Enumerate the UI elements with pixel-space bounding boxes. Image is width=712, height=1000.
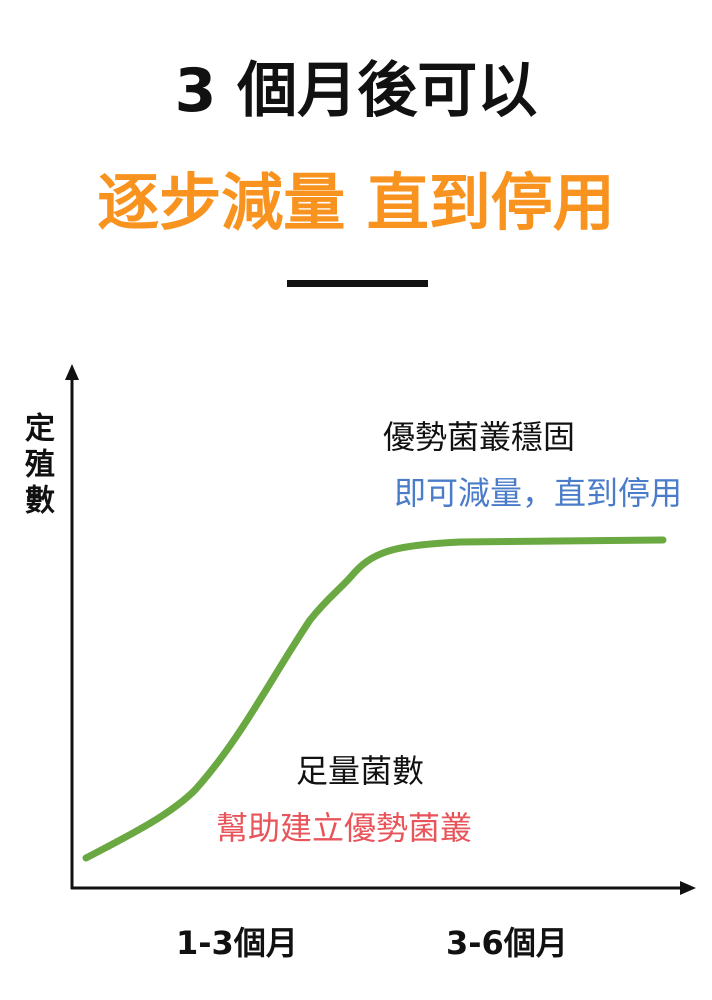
growth-curve [82,536,667,862]
y-axis-label: 定殖數 [19,412,54,520]
title: 3 個月後可以 [174,56,538,126]
annotation-title: 優勢菌叢穩固 [383,418,576,456]
y-arrow [65,364,79,380]
divider [287,280,428,287]
annotation-title: 足量菌數 [296,752,425,790]
x-label: 3-6個月 [446,924,568,962]
subtitle: 逐步減量 直到停用 [97,166,615,239]
x-label: 1-3個月 [176,924,298,962]
x-arrow [680,881,696,895]
annotation-text: 即可減量，直到停用 [393,474,682,512]
annotation-text: 幫助建立優勢菌叢 [216,809,473,847]
